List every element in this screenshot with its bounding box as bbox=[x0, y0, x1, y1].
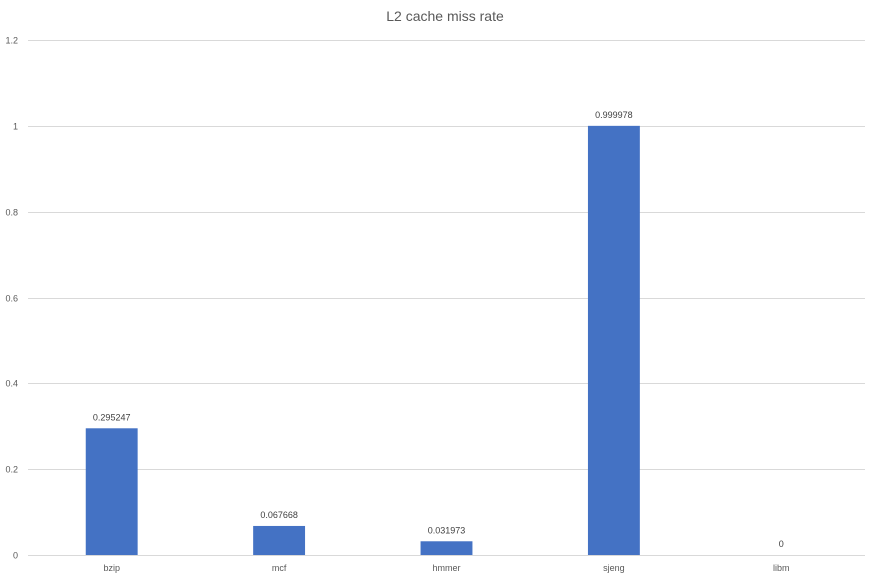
y-tick-label: 0.8 bbox=[5, 208, 18, 218]
bar-bzip bbox=[85, 428, 138, 555]
bar-sjeng bbox=[587, 125, 640, 555]
data-label-bzip: 0.295247 bbox=[93, 412, 131, 422]
y-tick-label: 0.4 bbox=[5, 379, 18, 389]
bars bbox=[85, 125, 640, 555]
chart-title: L2 cache miss rate bbox=[386, 8, 504, 24]
y-tick-label: 0.2 bbox=[5, 465, 18, 475]
gridlines bbox=[28, 40, 865, 556]
y-tick-label: 0 bbox=[13, 551, 18, 561]
data-label-libm: 0 bbox=[779, 539, 784, 549]
x-tick-label-libm: libm bbox=[773, 563, 790, 573]
y-axis-tick-labels: 0 0.2 0.4 0.6 0.8 1 1.2 bbox=[5, 36, 18, 561]
bar-mcf bbox=[253, 525, 306, 555]
bar-hmmer bbox=[420, 541, 473, 555]
data-label-hmmer: 0.031973 bbox=[428, 525, 466, 535]
y-tick-label: 1.2 bbox=[5, 36, 18, 46]
data-label-mcf: 0.067668 bbox=[260, 510, 298, 520]
x-tick-label-mcf: mcf bbox=[272, 563, 287, 573]
data-labels: 0.295247 0.067668 0.031973 0.999978 0 bbox=[93, 110, 784, 549]
x-tick-label-sjeng: sjeng bbox=[603, 563, 625, 573]
x-tick-label-bzip: bzip bbox=[103, 563, 120, 573]
data-label-sjeng: 0.999978 bbox=[595, 110, 633, 120]
x-tick-label-hmmer: hmmer bbox=[432, 563, 460, 573]
y-tick-label: 0.6 bbox=[5, 294, 18, 304]
x-axis-tick-labels: bzip mcf hmmer sjeng libm bbox=[103, 563, 789, 573]
y-tick-label: 1 bbox=[13, 122, 18, 132]
